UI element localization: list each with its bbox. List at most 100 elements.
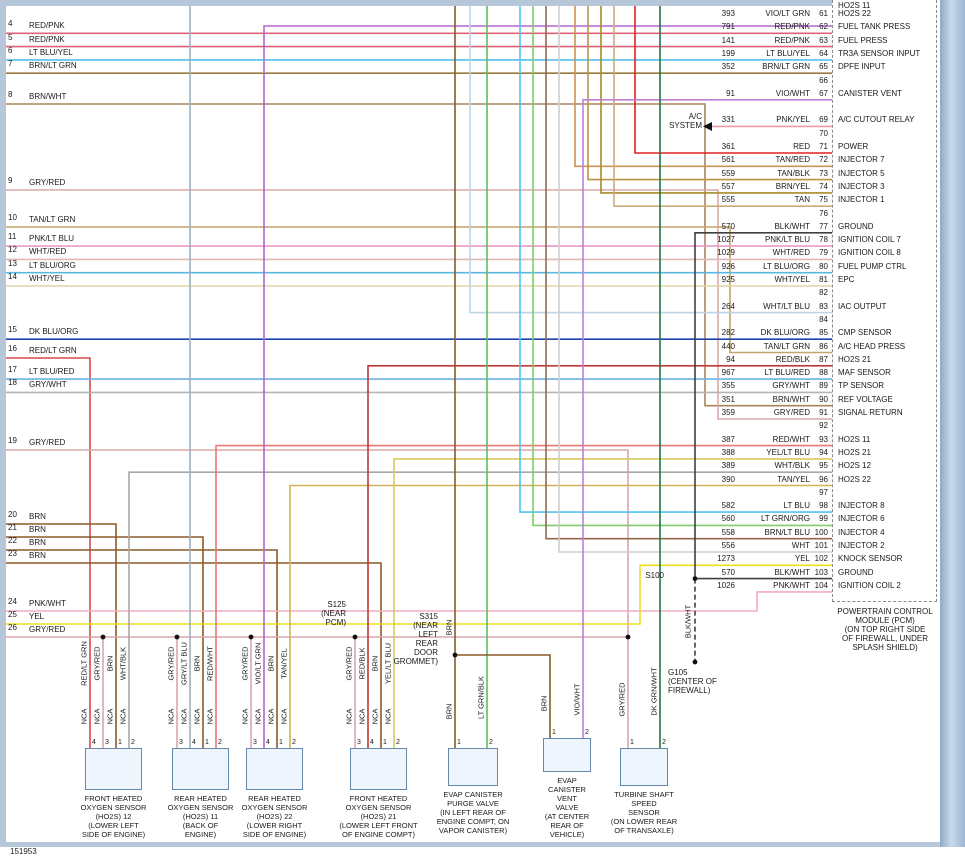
component-box-turbine-shaft-speed-sensor [620,748,668,786]
pcm-pin-function: CANISTER VENT [838,88,903,98]
pcm-pin-number: 96 [819,474,828,484]
pcm-pin-function: HO2S 22 [838,9,871,18]
wire-yel-lt-blu [393,458,832,748]
wire-tan-yel [289,484,832,748]
pcm-pin-function: HO2S 21 [838,447,871,457]
harness-wire-color: BRN/WHT [29,92,67,101]
pcm-pin-function: DPFE INPUT [838,62,886,72]
component-nca-label: NCA [105,708,115,725]
harness-wire-number: 7 [8,59,13,69]
component-pin-number: 1 [630,739,634,746]
component-wire-color-label: VIO/WHT [572,683,582,716]
pcm-pin-circuit-number: 389 [721,461,735,471]
pcm-pin-function: REF VOLTAGE [838,394,893,404]
pcm-pin-circuit-number: 558 [721,527,735,537]
pcm-pin-circuit-number: 390 [721,474,735,484]
pcm-pin-number: 62 [819,22,828,32]
harness-wire-color: BRN [29,551,46,560]
pcm-pin-number: 95 [819,461,828,471]
harness-wire-number: 25 [8,610,17,619]
wire-red-wht [215,444,832,748]
pcm-pin-circuit-number: 440 [721,341,735,351]
component-nca-label: NCA [79,708,89,725]
component-caption: EVAP CANISTER [443,790,503,799]
wire-yel [6,564,832,625]
component-pin-number: 4 [92,739,96,746]
pcm-pin-wire-color: RED/WHT [772,434,810,444]
pcm-pin-function: KNOCK SENSOR [838,554,903,564]
harness-wire-color: RED/PNK [29,21,65,31]
pcm-pin-wire-color: TAN/BLK [777,168,810,178]
harness-wire-color: BRN [29,538,46,547]
splice-s100-label: S100 [645,571,664,580]
pcm-pin-number: 92 [819,421,828,431]
component-pin-number: 2 [292,739,296,746]
component-caption: (ON LOWER REAR [610,817,678,826]
splice-s315-label: S315 (NEAR LEFT REAR DOOR GROMMET) [393,612,438,666]
component-caption: VALVE [555,803,579,812]
pcm-pin-number: 89 [819,381,828,391]
harness-wire-color: YEL [29,612,45,621]
pcm-pin-function: HO2S 12 [838,461,871,471]
component-caption: OXYGEN SENSOR [80,803,147,812]
wire-brn [455,654,551,738]
pcm-pin-circuit-number: 570 [721,221,735,231]
component-pin-number: 2 [218,739,222,746]
harness-wire-number: 6 [8,45,13,55]
pcm-pin-circuit-number: 557 [721,181,735,191]
pcm-pin-wire-color: PNK/LT BLU [764,235,810,245]
pcm-pin-wire-color: RED/PNK [774,22,810,32]
wire-brn-lt-blu [545,6,832,540]
pcm-pin-number: 91 [819,408,828,417]
component-caption: PURGE VALVE [447,799,499,808]
component-nca-label: NCA [344,708,354,725]
component-pin-number: 1 [552,729,556,736]
harness-wire-color: LT BLU/YEL [29,47,73,57]
splice-dot [100,634,106,640]
harness-wire-number: 17 [8,365,17,375]
component-caption: (LOWER RIGHT [246,821,303,830]
component-nca-label: NCA [118,708,128,725]
component-caption: OF TRANSAXLE) [614,826,674,835]
pcm-pin-function: FUEL PRESS [838,35,888,45]
pcm-pin-circuit-number: 560 [721,514,735,524]
pcm-pin-wire-color: DK BLU/ORG [760,328,810,338]
pcm-pin-circuit-number: 355 [721,381,735,391]
pcm-pin-number: 83 [819,301,828,311]
pcm-pin-wire-color: LT GRN/ORG [760,514,810,524]
pcm-pin-function: GROUND [838,567,874,577]
pcm-pin-circuit-number: 351 [721,394,735,404]
component-caption: VEHICLE) [549,830,585,839]
pcm-pin-wire-color: VIO/LT GRN [765,9,810,18]
pcm-pin-circuit-number: 352 [721,62,735,72]
pcm-pin-circuit-number: 331 [721,115,735,125]
pcm-pin-number: 75 [819,195,828,205]
wire-red-lt-grn [6,357,91,748]
component-caption: (LOWER LEFT [88,821,139,830]
component-caption: SENSOR [628,808,660,817]
component-nca-label: NCA [179,708,189,725]
pcm-pin-circuit-number: 925 [721,275,735,284]
wire-gry-red [6,189,832,420]
pcm-pin-number: 82 [819,288,828,298]
pcm-pin-number: 76 [819,208,828,218]
component-pin-number: 2 [396,739,400,746]
pcm-pin-wire-color: TAN/YEL [777,474,810,484]
pcm-pin-circuit-number: 926 [721,261,735,271]
pcm-pin-wire-color: WHT/LT BLU [763,301,810,311]
component-pin-number: 2 [131,739,135,746]
pcm-pin-circuit-number: 556 [721,541,735,550]
pcm-pin-number: 103 [814,567,828,577]
pcm-pin-circuit-number: 555 [721,195,735,205]
ac-system-label: A/C SYSTEM [669,112,702,130]
wire-tan-lt-grn [6,226,832,354]
component-caption: (HO2S) 21 [360,812,397,821]
pcm-pin-circuit-number: 264 [721,301,735,311]
component-pin-number: 3 [179,739,183,746]
pcm-pin-number: 84 [819,314,828,324]
wire-wht [558,6,832,553]
wire-lt-grn-org [532,6,832,527]
pcm-pin-number: 69 [819,115,828,125]
wire-wht-lt-blu [469,6,832,314]
